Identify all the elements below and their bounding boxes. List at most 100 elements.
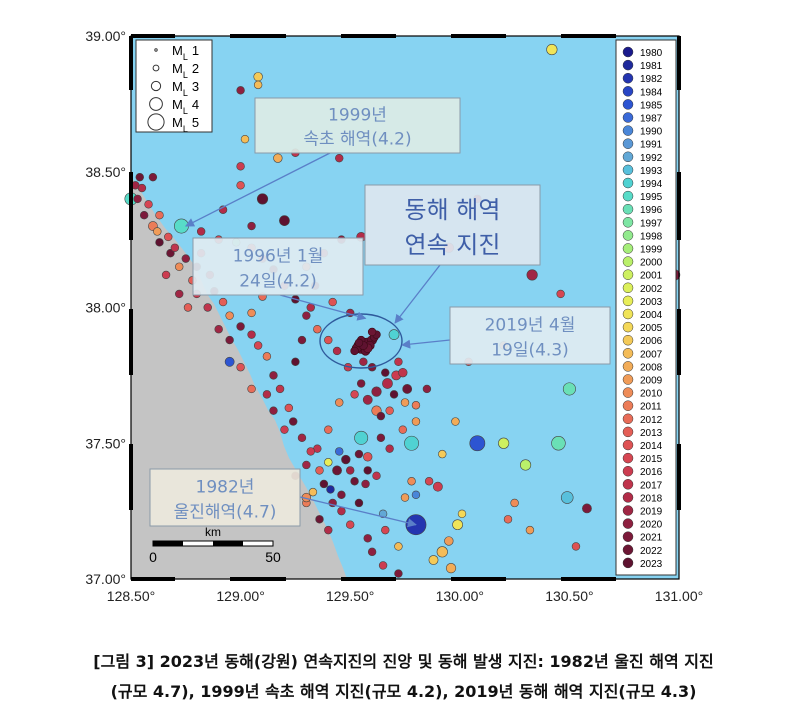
epicenter-marker [407,477,416,486]
annotation-box-y1982 [149,468,301,527]
year-legend-label: 2004 [640,310,663,321]
year-legend-swatch [622,426,634,438]
year-legend-label: 1993 [640,166,663,177]
epicenter-marker [445,563,457,574]
epicenter-marker [562,382,576,396]
epicenter-marker [382,378,393,389]
lon-tick-label: 128.50° [107,588,155,604]
epicenter-marker [324,458,333,467]
scale-bar: km 0 50 [149,525,281,565]
year-legend-swatch [622,518,634,529]
epicenter-marker [335,447,344,456]
year-legend-label: 2016 [640,467,663,478]
epicenter-marker [297,433,307,443]
epicenter-marker [262,390,272,399]
magnitude-legend-symbol [154,48,158,52]
epicenter-marker [155,238,164,247]
epicenter-marker [405,514,427,536]
epicenter-marker [337,506,346,516]
epicenter-marker [203,303,212,312]
frame-bar-top [230,34,286,38]
epicenter-marker [247,308,256,318]
year-legend-swatch [622,138,634,149]
epicenter-marker [400,398,410,407]
year-legend: 1980 1981 1982 1984 1985 1987 1990 1991 1992 1993… [615,39,677,576]
magnitude-legend-symbol [150,80,162,92]
year-legend-swatch [622,269,634,280]
lon-tick-label: 130.00° [436,588,484,604]
year-legend-swatch [622,413,634,425]
annotation-text-y2019: 19일(4.3) [491,340,569,360]
epicenter-marker [367,547,377,557]
epicenter-marker [302,460,311,470]
epicenter-marker [469,435,486,452]
epicenter-marker [313,325,322,334]
scale-start: 0 [149,549,157,565]
lat-tick-label: 37.00° [85,571,126,587]
annotation-text-y1996: 24일(4.2) [239,271,317,291]
epicenter-marker [183,303,193,312]
year-legend-swatch [622,348,634,359]
lon-tick-label: 131.00° [655,588,703,604]
epicenter-marker [324,335,333,345]
year-legend-label: 2011 [640,402,662,413]
year-legend-swatch [622,151,634,163]
epicenter-marker [354,430,369,445]
year-legend-swatch [622,308,634,320]
epicenter-marker [175,262,184,271]
map-frame-bars [129,34,681,581]
cluster-epicenter-marker [367,327,377,337]
year-legend-label: 2023 [640,559,663,570]
year-legend-swatch [622,334,634,346]
epicenter-marker [422,384,432,394]
epicenter-marker [381,368,390,377]
year-legend-label: 1982 [640,74,663,85]
year-legend-label: 2003 [640,297,663,308]
epicenter-marker [181,254,191,263]
year-legend-label: 2009 [640,376,663,387]
epicenter-marker [350,390,359,399]
epicenter-marker [371,386,382,397]
annotation-arrow-y1982 [299,496,417,528]
year-legend-label: 2008 [640,362,663,373]
frame-bar-bottom [131,577,175,581]
annotation-text-east-sea: 연속 지진 [405,231,501,259]
year-legend-swatch [622,557,634,569]
frame-bar-right [677,444,681,510]
epicenter-marker [315,466,324,475]
epicenter-marker [170,243,180,252]
epicenter-marker [225,311,234,320]
epicenter-marker [297,335,307,345]
lat-tick-label: 38.50° [85,164,126,180]
frame-bar-top [561,34,616,38]
epicenter-marker [411,490,421,500]
epicenter-marker [582,503,592,514]
epicenter-marker [175,289,184,299]
lat-tick-label: 39.00° [85,28,126,44]
epicenter-marker [275,384,285,394]
magnitude-legend-symbol [147,113,165,131]
epicenter-marker [279,215,290,226]
epicenter-marker [224,356,235,367]
cluster-epicenter-marker [350,346,359,356]
year-legend-swatch [622,190,634,202]
epicenter-marker [451,417,460,426]
magnitude-legend-label: ML 5 [172,115,199,134]
annotation-arrows [184,152,451,528]
epicenter-marker [253,72,263,82]
epicenter-marker [253,80,263,90]
epicenter-marker [394,569,403,578]
year-legend-label: 2018 [640,493,663,504]
epicenter-marker [394,542,403,551]
frame-bar-left [129,36,133,90]
epicenter-marker [218,297,228,307]
epicenter-marker [457,509,467,519]
caption-line-1: [그림 3] 2023년 동해(강원) 연속지진의 진앙 및 동해 발생 지진:… [93,652,714,671]
epicenter-marker [135,172,144,182]
epicenter-marker [363,466,372,475]
epicenter-marker [247,330,256,339]
axis-labels: 39.00° 38.50° 38.00° 37.50° 37.00°128.50° 129… [85,28,703,604]
epicenter-marker [139,210,149,220]
epicenter-marker [402,384,413,394]
epicenter-marker [337,490,346,500]
